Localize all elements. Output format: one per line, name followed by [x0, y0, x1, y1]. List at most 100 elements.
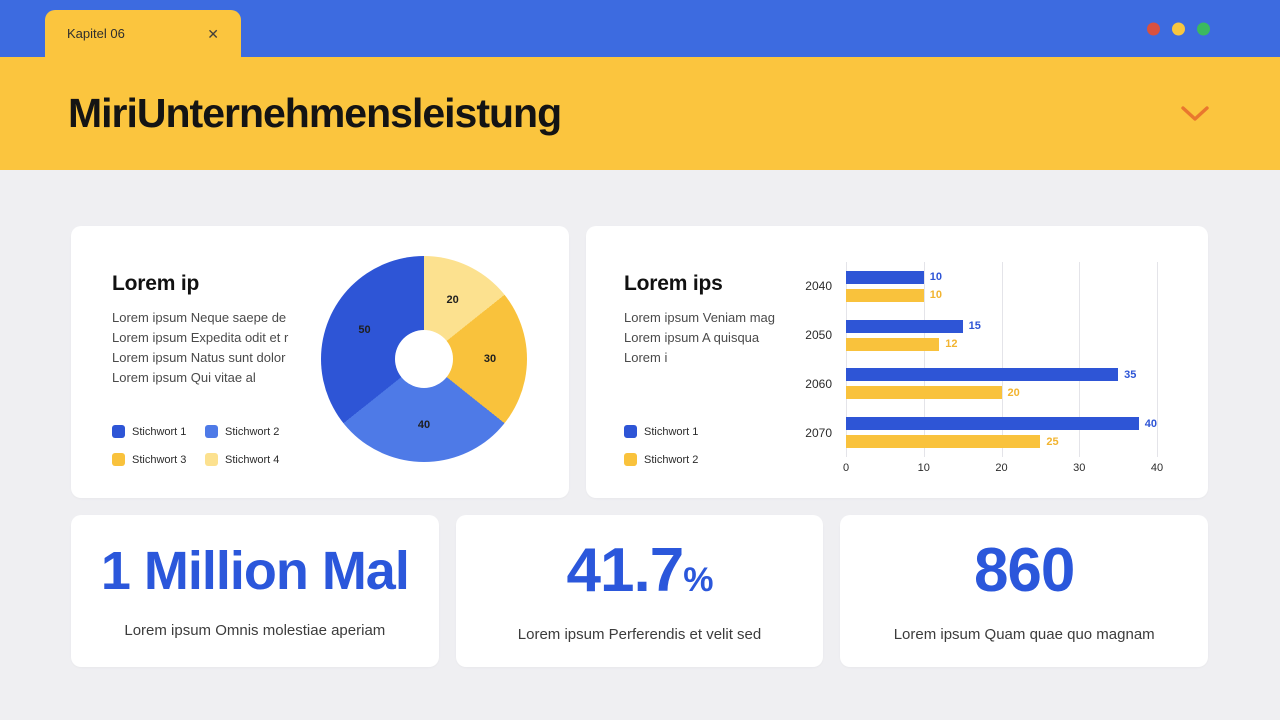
bar-card-title: Lorem ips: [624, 272, 723, 295]
bar-value-label: 15: [968, 320, 981, 333]
stats-row: 1 Million Mal Lorem ipsum Omnis molestia…: [71, 515, 1209, 667]
pie-slice-label: 40: [417, 419, 431, 431]
gridline: [923, 262, 925, 457]
content-area: Lorem ip Lorem ipsum Neque saepe de Lorem…: [0, 170, 1280, 667]
donut-chart: 20 30 40 50: [321, 256, 527, 462]
bar-group: 15 12: [846, 311, 1157, 360]
description-line: Lorem i: [624, 350, 668, 365]
bar-chart: 2040 2050 2060 2070 10 10 15 12 35 20 40 25 0 10 20 3…: [800, 262, 1163, 474]
bar-legend: Stichwort 1 Stichwort 2: [624, 425, 698, 466]
legend-label: Stichwort 1: [132, 425, 187, 438]
category-label: 2050: [805, 328, 832, 343]
stat-number: 41.7: [566, 535, 685, 605]
bar: [846, 319, 963, 333]
legend-swatch: [205, 425, 218, 438]
header-band: MiriUnternehmensleistung: [0, 57, 1280, 170]
bar-value-label: 40: [1144, 417, 1157, 430]
bar-row: 10: [846, 288, 1157, 302]
category-label: 2040: [805, 279, 832, 294]
x-tick-label: 30: [1073, 462, 1086, 474]
page-title: MiriUnternehmensleistung: [68, 90, 562, 136]
stat-caption: Lorem ipsum Quam quae quo magnam: [893, 625, 1155, 643]
bar-card-copy: Lorem ips Lorem ipsum Veniam mag Lorem ip…: [586, 226, 826, 368]
bar-group: 35 20: [846, 360, 1157, 409]
bar: [846, 337, 940, 351]
description-line: Lorem ipsum Veniam mag: [624, 310, 776, 325]
x-tick-label: 10: [917, 462, 930, 474]
description-line: Lorem ipsum Natus sunt dolor: [112, 350, 286, 365]
bar-x-axis: 0 10 20 30 40: [842, 457, 1163, 479]
tab-label: Kapitel 06: [67, 26, 125, 41]
pie-card-description: Lorem ipsum Neque saepe de Lorem ipsum Ex…: [112, 308, 311, 388]
description-line: Lorem ipsum Expedita odit et r: [112, 330, 289, 345]
bar-value-label: 10: [929, 289, 942, 302]
pie-legend: Stichwort 1 Stichwort 2 Stichwort 3 Stichwo…: [112, 425, 279, 466]
description-line: Lorem ipsum A quisqua: [624, 330, 760, 345]
stat-number: 1 Million Mal: [100, 540, 410, 601]
bar-value-label: 25: [1046, 435, 1059, 448]
pie-card-copy: Lorem ip Lorem ipsum Neque saepe de Lorem…: [71, 226, 311, 388]
x-tick-label: 0: [842, 462, 850, 474]
bar-row: 10: [846, 270, 1157, 284]
gridline: [1079, 262, 1081, 457]
bar-row: 40: [846, 417, 1157, 431]
stat-unit: %: [683, 560, 713, 599]
stat-value: 860: [974, 539, 1075, 602]
titlebar: Kapitel 06 ✕: [0, 0, 1280, 57]
stat-value: 1 Million Mal: [100, 540, 410, 601]
description-line: Lorem ipsum Qui vitae al: [112, 370, 256, 385]
bar: [846, 435, 1041, 449]
legend-label: Stichwort 4: [225, 453, 280, 466]
stat-value: 41.7%: [567, 539, 714, 602]
bar-row: 35: [846, 368, 1157, 382]
bar-row: 20: [846, 386, 1157, 400]
x-tick-label: 20: [995, 462, 1008, 474]
bar-group: 40 25: [846, 408, 1157, 457]
bar-chart-card: Lorem ips Lorem ipsum Veniam mag Lorem ip…: [586, 226, 1208, 498]
bar-value-label: 10: [929, 271, 942, 284]
pie-slice-label: 50: [358, 324, 371, 337]
legend-item: Stichwort 1: [624, 425, 698, 438]
traffic-light-yellow[interactable]: [1172, 22, 1185, 35]
legend-label: Stichwort 3: [132, 453, 187, 466]
legend-item: Stichwort 3: [112, 453, 205, 466]
bar-value-label: 35: [1124, 368, 1137, 381]
pie-slice-label: 20: [446, 293, 459, 306]
category-label: 2070: [805, 425, 832, 440]
window-controls: [1147, 22, 1210, 35]
traffic-light-green[interactable]: [1197, 22, 1210, 35]
legend-swatch: [112, 425, 125, 438]
close-icon[interactable]: ✕: [207, 25, 219, 42]
stat-card-percent: 41.7% Lorem ipsum Perferendis et velit s…: [455, 515, 824, 667]
bar: [846, 417, 1139, 431]
tab-kapitel-06[interactable]: Kapitel 06 ✕: [45, 10, 241, 57]
bar: [846, 368, 1119, 382]
bar-row: 15: [846, 319, 1157, 333]
gridline: [846, 262, 847, 457]
gridline: [1157, 262, 1158, 457]
bar-value-label: 12: [945, 338, 958, 351]
stat-caption: Lorem ipsum Omnis molestiae aperiam: [124, 621, 386, 639]
legend-item: Stichwort 4: [205, 453, 279, 466]
pie-card-title: Lorem ip: [112, 272, 200, 295]
bar-category-axis: 2040 2050 2060 2070: [800, 262, 846, 457]
legend-swatch: [112, 453, 125, 466]
pie-slice-label: 30: [483, 353, 497, 365]
category-label: 2060: [805, 376, 832, 391]
bar: [846, 288, 924, 302]
donut-hole: [395, 330, 453, 388]
legend-swatch: [624, 453, 637, 466]
bar-plot-area: 10 10 15 12 35 20 40 25 0 10 20 30 40: [843, 262, 1163, 474]
pie-chart-card: Lorem ip Lorem ipsum Neque saepe de Lorem…: [71, 226, 569, 498]
legend-swatch: [205, 453, 218, 466]
bar: [846, 386, 1002, 400]
traffic-light-red[interactable]: [1147, 22, 1160, 35]
chevron-down-icon[interactable]: [1180, 105, 1210, 123]
legend-label: Stichwort 2: [225, 425, 280, 438]
bar-value-label: 20: [1007, 386, 1020, 399]
legend-label: Stichwort 2: [644, 453, 699, 466]
bar-card-description: Lorem ipsum Veniam mag Lorem ipsum A quis…: [624, 308, 826, 368]
charts-row: Lorem ip Lorem ipsum Neque saepe de Lorem…: [71, 226, 1208, 498]
legend-item: Stichwort 2: [624, 453, 698, 466]
